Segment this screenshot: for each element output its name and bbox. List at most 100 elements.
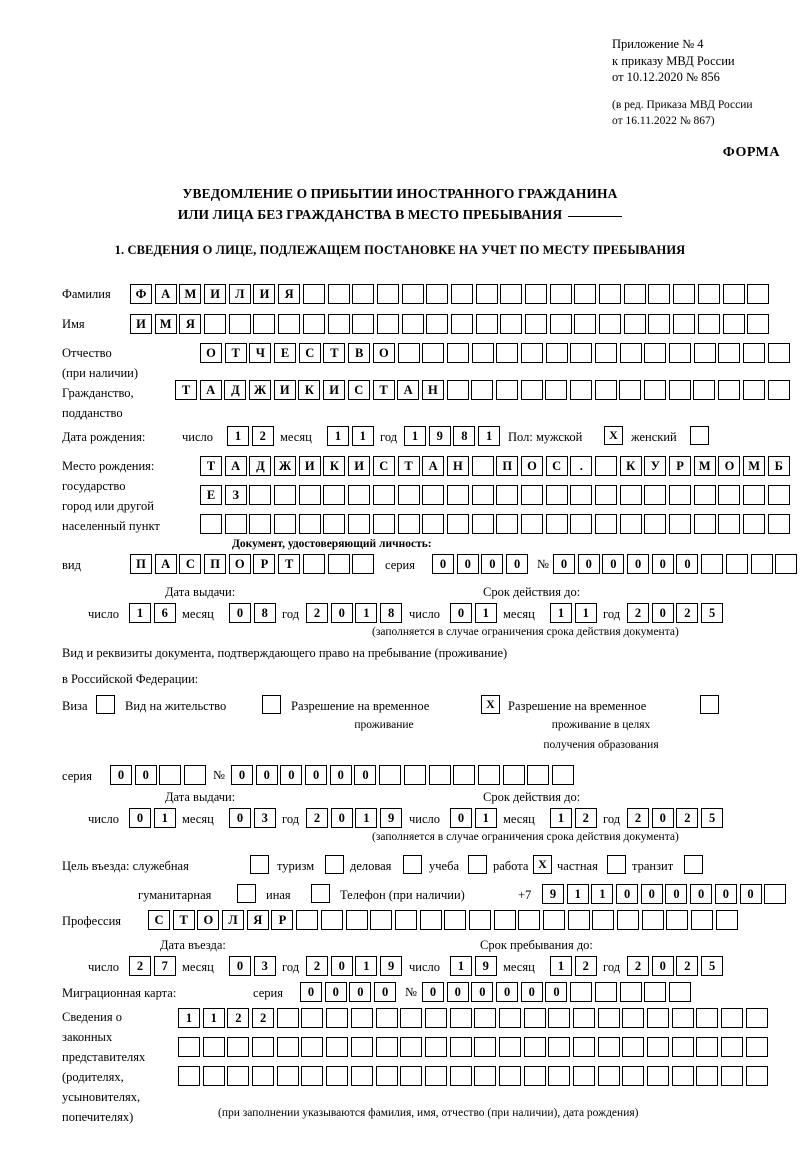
char-cell[interactable]: [444, 910, 467, 930]
char-cell[interactable]: С: [545, 456, 568, 476]
sex-female-checkbox[interactable]: [690, 426, 709, 445]
char-cell[interactable]: [178, 1066, 200, 1086]
char-cell[interactable]: [400, 1037, 423, 1057]
char-cell[interactable]: 0: [280, 765, 303, 785]
char-cell[interactable]: 1: [550, 603, 572, 623]
char-cell[interactable]: 1: [129, 603, 151, 623]
char-cell[interactable]: М: [693, 456, 716, 476]
char-cell[interactable]: [619, 982, 642, 1002]
char-cell[interactable]: 9: [474, 956, 497, 976]
char-cell[interactable]: [449, 1037, 472, 1057]
char-cell[interactable]: [673, 314, 696, 334]
char-cell[interactable]: [276, 1008, 299, 1028]
char-cell[interactable]: [426, 314, 449, 334]
char-cell[interactable]: [619, 343, 642, 363]
char-cell[interactable]: [619, 380, 642, 400]
char-cell[interactable]: [500, 284, 523, 304]
char-cell[interactable]: [379, 765, 402, 785]
char-cell[interactable]: [767, 514, 790, 534]
char-cell[interactable]: [644, 485, 667, 505]
char-cell[interactable]: С: [372, 456, 395, 476]
char-cell[interactable]: [375, 1008, 398, 1028]
char-cell[interactable]: О: [718, 456, 741, 476]
char-cell[interactable]: [545, 514, 568, 534]
char-cell[interactable]: П: [204, 554, 227, 574]
char-cell[interactable]: [644, 343, 667, 363]
char-cell[interactable]: [573, 1037, 595, 1057]
char-cell[interactable]: И: [323, 380, 346, 400]
char-cell[interactable]: [673, 284, 696, 304]
char-cell[interactable]: [274, 514, 297, 534]
char-cell[interactable]: 0: [374, 982, 397, 1002]
char-cell[interactable]: А: [154, 554, 177, 574]
char-cell[interactable]: И: [253, 284, 276, 304]
char-cell[interactable]: [701, 554, 724, 574]
char-cell[interactable]: [697, 284, 720, 304]
char-cell[interactable]: .: [570, 456, 593, 476]
char-cell[interactable]: [350, 1066, 373, 1086]
char-cell[interactable]: 0: [349, 982, 372, 1002]
char-cell[interactable]: 2: [676, 808, 699, 828]
char-cell[interactable]: [592, 910, 615, 930]
char-cell[interactable]: [721, 1066, 744, 1086]
char-cell[interactable]: [523, 1008, 546, 1028]
char-cell[interactable]: [573, 1008, 595, 1028]
char-cell[interactable]: [352, 314, 375, 334]
char-cell[interactable]: [622, 1066, 645, 1086]
purpose-study-checkbox[interactable]: [468, 855, 487, 874]
char-cell[interactable]: 1: [474, 603, 497, 623]
char-cell[interactable]: [595, 514, 617, 534]
char-cell[interactable]: [495, 380, 518, 400]
char-cell[interactable]: [471, 456, 494, 476]
char-cell[interactable]: [471, 485, 494, 505]
char-cell[interactable]: 2: [252, 1008, 275, 1028]
char-cell[interactable]: 1: [153, 808, 176, 828]
char-cell[interactable]: [471, 514, 494, 534]
char-cell[interactable]: 2: [627, 808, 649, 828]
char-cell[interactable]: [693, 380, 716, 400]
char-cell[interactable]: [525, 284, 547, 304]
char-cell[interactable]: 8: [453, 426, 476, 446]
char-cell[interactable]: [641, 910, 664, 930]
purpose-business-checkbox[interactable]: [403, 855, 422, 874]
char-cell[interactable]: Б: [767, 456, 790, 476]
char-cell[interactable]: Ж: [274, 456, 297, 476]
char-cell[interactable]: [253, 314, 276, 334]
char-cell[interactable]: 9: [380, 808, 403, 828]
char-cell[interactable]: [696, 1037, 719, 1057]
char-cell[interactable]: [647, 1008, 670, 1028]
char-cell[interactable]: [548, 1066, 571, 1086]
char-cell[interactable]: [227, 1066, 250, 1086]
char-cell[interactable]: [597, 1037, 620, 1057]
char-cell[interactable]: [204, 314, 227, 334]
char-cell[interactable]: [599, 284, 622, 304]
char-cell[interactable]: [595, 456, 617, 476]
char-cell[interactable]: [252, 1066, 275, 1086]
char-cell[interactable]: 2: [306, 808, 328, 828]
char-cell[interactable]: [397, 514, 420, 534]
char-cell[interactable]: С: [347, 380, 370, 400]
char-cell[interactable]: 0: [229, 603, 251, 623]
char-cell[interactable]: [376, 314, 399, 334]
char-cell[interactable]: [422, 514, 445, 534]
char-cell[interactable]: [597, 1008, 620, 1028]
purpose-official-checkbox[interactable]: [250, 855, 269, 874]
char-cell[interactable]: [693, 514, 716, 534]
char-cell[interactable]: [595, 485, 617, 505]
char-cell[interactable]: 0: [739, 884, 762, 904]
char-cell[interactable]: 1: [355, 808, 378, 828]
char-cell[interactable]: [597, 1066, 620, 1086]
char-cell[interactable]: [468, 910, 491, 930]
char-cell[interactable]: О: [228, 554, 251, 574]
char-cell[interactable]: [453, 765, 476, 785]
char-cell[interactable]: 1: [478, 426, 501, 446]
char-cell[interactable]: 1: [355, 603, 378, 623]
